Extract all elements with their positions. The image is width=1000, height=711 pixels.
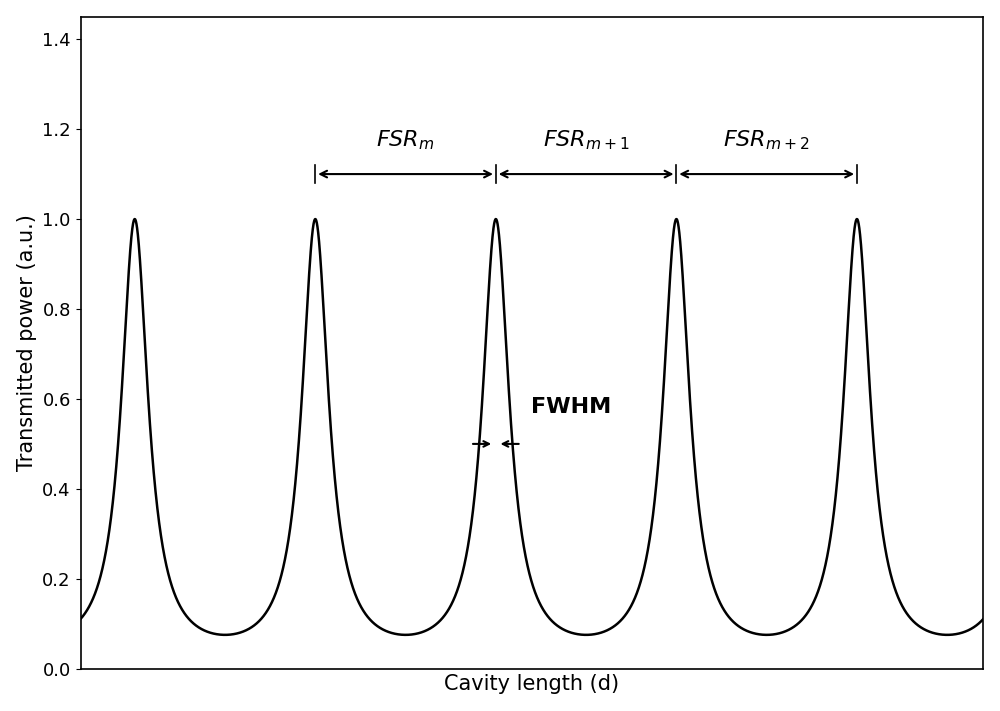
X-axis label: Cavity length (d): Cavity length (d) (444, 674, 620, 695)
Text: $FSR_m$: $FSR_m$ (376, 128, 435, 151)
Text: $FSR_{m+2}$: $FSR_{m+2}$ (723, 128, 810, 151)
Text: $FSR_{m+1}$: $FSR_{m+1}$ (543, 128, 630, 151)
Y-axis label: Transmitted power (a.u.): Transmitted power (a.u.) (17, 214, 37, 471)
Text: FWHM: FWHM (531, 397, 611, 417)
